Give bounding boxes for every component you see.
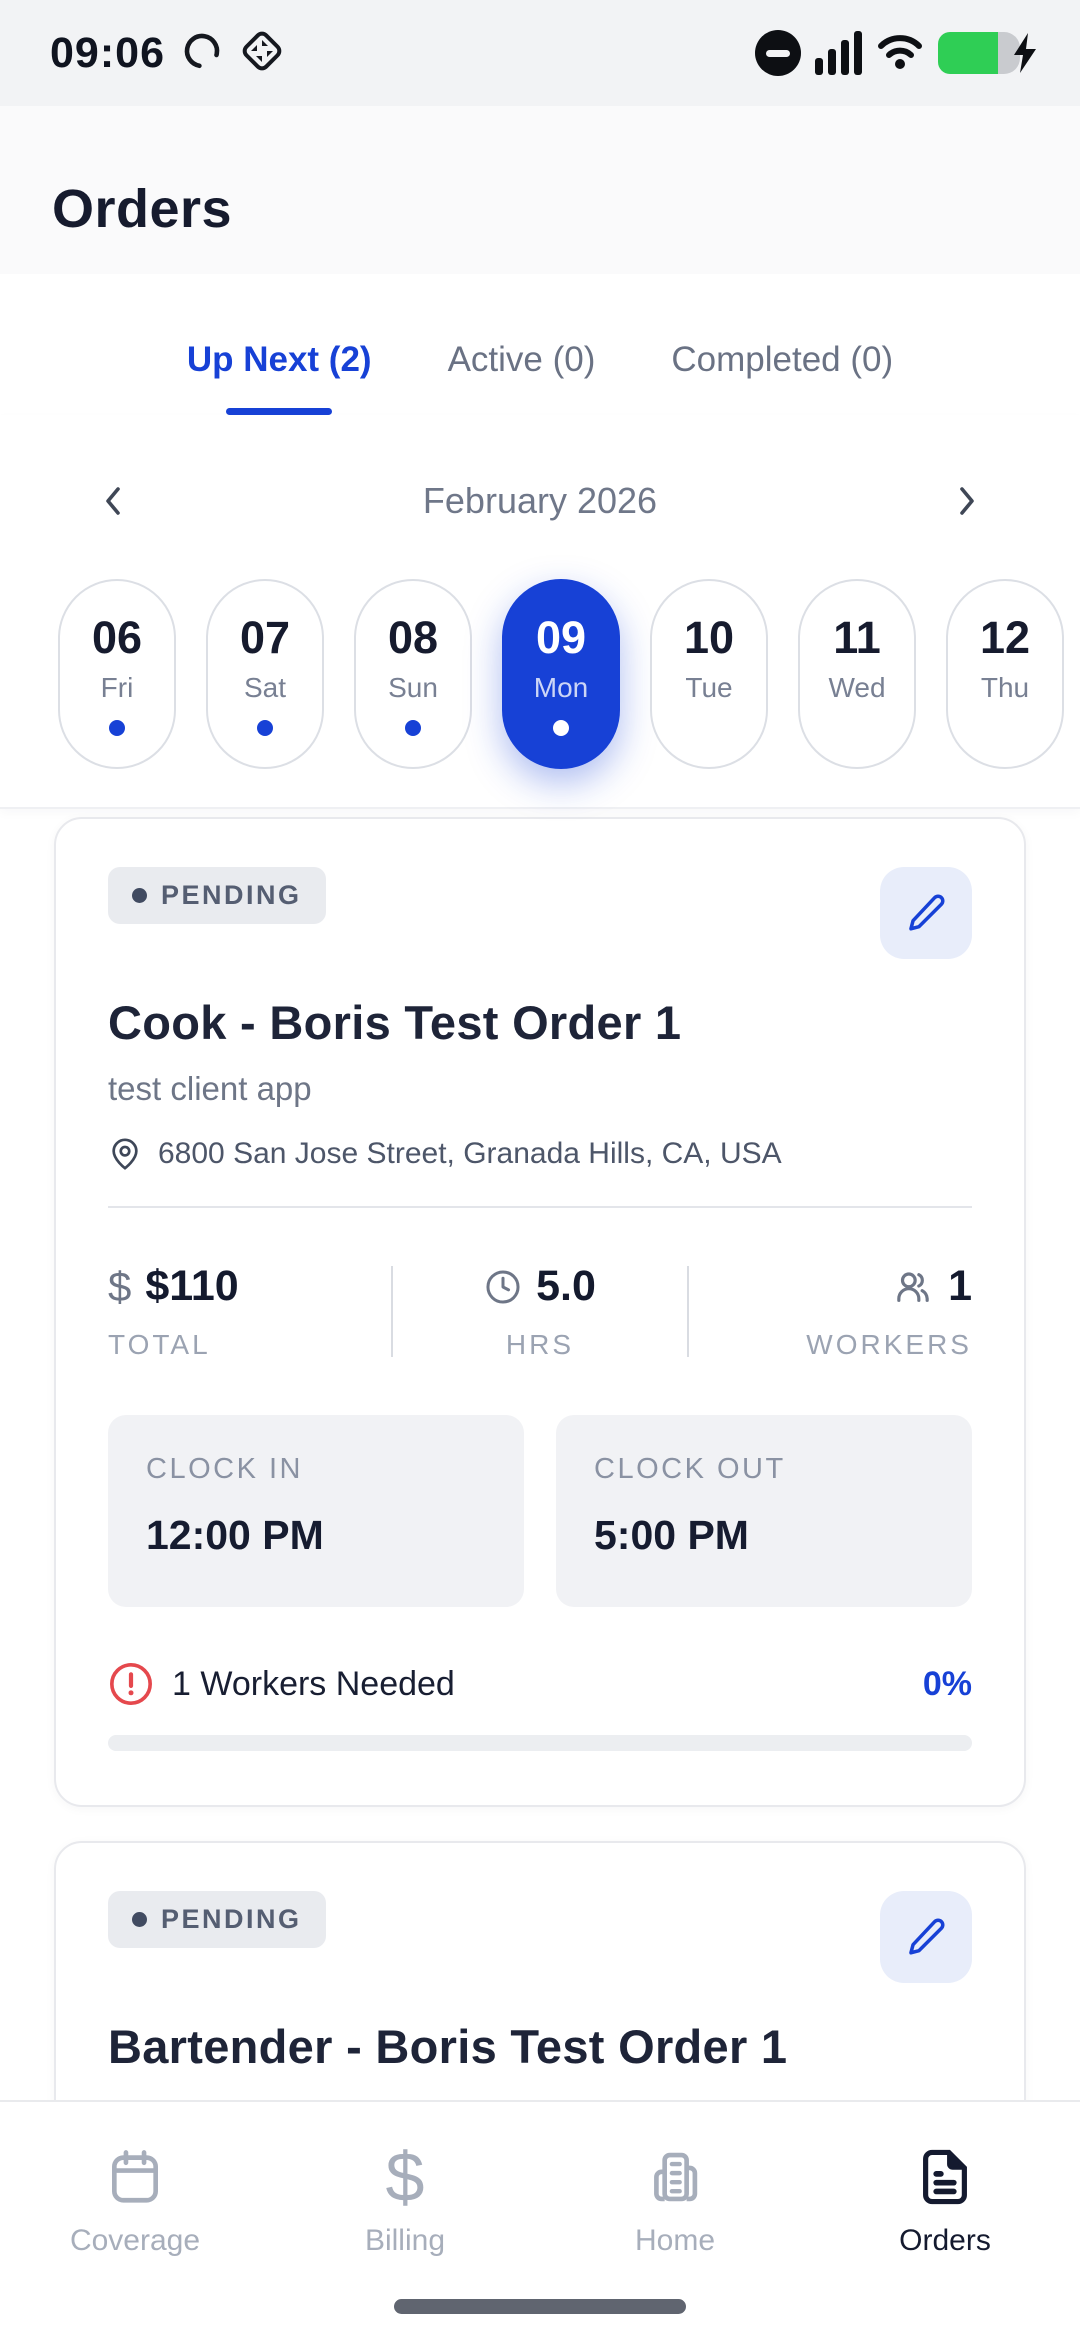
- status-dot-icon: [132, 888, 147, 903]
- building-icon: [654, 2152, 698, 2202]
- calendar-strip: February 2026 06 Fri 07 Sat 08 Sun: [0, 415, 1080, 809]
- tab-label: Active (0): [447, 340, 596, 379]
- next-month-button[interactable]: [938, 473, 994, 529]
- fill-percent: 0%: [922, 1664, 972, 1703]
- order-title: Bartender - Boris Test Order 1: [108, 2020, 788, 2073]
- day-pill-06[interactable]: 06 Fri: [58, 579, 176, 769]
- month-label: February 2026: [422, 480, 658, 521]
- order-address-row: 6800 San Jose Street, Granada Hills, CA,…: [108, 1136, 972, 1172]
- chevron-left-icon: [106, 487, 120, 515]
- order-address: 6800 San Jose Street, Granada Hills, CA,…: [158, 1137, 782, 1170]
- day-carousel: 06 Fri 07 Sat 08 Sun 09 Mon 10 Tue: [0, 579, 1080, 769]
- tab-label: Up Next (2): [186, 340, 372, 379]
- alert-circle-icon: [110, 1663, 152, 1705]
- divider: [108, 1206, 972, 1208]
- order-card-cook[interactable]: PENDING Cook - Boris Test Order 1 test c…: [54, 817, 1026, 1807]
- day-pill-11[interactable]: 11 Wed: [798, 579, 916, 769]
- nav-item-home[interactable]: Home: [540, 2146, 810, 2340]
- stat-total: $ $110 TOTAL: [108, 1262, 239, 1360]
- edit-order-button[interactable]: [880, 1891, 972, 1983]
- shift-dot: [553, 720, 569, 736]
- divider: [686, 1266, 689, 1357]
- order-title: Cook - Boris Test Order 1: [108, 996, 682, 1049]
- status-dot-icon: [132, 1912, 147, 1927]
- active-tab-underline: [226, 408, 333, 415]
- order-client: test client app: [108, 1070, 312, 1107]
- edit-order-button[interactable]: [880, 867, 972, 959]
- sync-spinner-icon: [181, 30, 223, 77]
- location-pin-icon: [112, 1138, 138, 1170]
- workers-needed-row: 1 Workers Needed 0%: [108, 1661, 972, 1707]
- workers-needed-text: 1 Workers Needed: [172, 1664, 455, 1703]
- prev-month-button[interactable]: [86, 473, 142, 529]
- day-pill-07[interactable]: 07 Sat: [206, 579, 324, 769]
- dollar-icon: $: [108, 1262, 132, 1310]
- home-indicator[interactable]: [394, 2299, 686, 2314]
- security-diamond-icon: [239, 28, 285, 79]
- divider: [391, 1266, 394, 1357]
- nav-item-billing[interactable]: $ Billing: [364, 2138, 446, 2257]
- pencil-icon: [909, 1918, 945, 1955]
- shift-dot: [405, 720, 421, 736]
- status-badge: PENDING: [108, 867, 326, 924]
- orders-document-icon: [923, 2149, 967, 2205]
- stat-workers: 1 WORKERS: [806, 1262, 972, 1360]
- fill-progress-bar: [108, 1735, 972, 1751]
- battery-charging-icon: [938, 32, 1036, 74]
- clock-out-box: CLOCK OUT 5:00 PM: [556, 1415, 972, 1607]
- shift-dot: [109, 720, 125, 736]
- dollar-icon: $: [385, 2138, 425, 2216]
- clock-in-box: CLOCK IN 12:00 PM: [108, 1415, 524, 1607]
- status-badge: PENDING: [108, 1891, 326, 1948]
- signal-strength-icon: [815, 31, 862, 75]
- pencil-icon: [909, 894, 945, 931]
- page-header: Orders: [0, 106, 1080, 274]
- day-pill-12[interactable]: 12 Thu: [946, 579, 1064, 769]
- calendar-icon: [112, 2150, 158, 2203]
- clock-times: CLOCK IN 12:00 PM CLOCK OUT 5:00 PM: [108, 1415, 972, 1607]
- tab-label: Completed (0): [671, 340, 894, 379]
- tab-up-next[interactable]: Up Next (2): [187, 340, 372, 415]
- status-bar-right: [755, 30, 1036, 77]
- order-stats: $ $110 TOTAL 5.0 HRS: [108, 1262, 972, 1361]
- day-pill-10[interactable]: 10 Tue: [650, 579, 768, 769]
- clock-time: 09:06: [50, 28, 165, 77]
- status-bar: 09:06: [0, 0, 1080, 106]
- nav-item-coverage[interactable]: Coverage: [0, 2146, 270, 2340]
- nav-item-orders[interactable]: Orders: [810, 2146, 1080, 2340]
- wifi-icon: [876, 30, 924, 77]
- shift-dot: [257, 720, 273, 736]
- day-pill-08[interactable]: 08 Sun: [354, 579, 472, 769]
- status-bar-left: 09:06: [50, 28, 285, 79]
- do-not-disturb-icon: [755, 30, 801, 76]
- day-pill-09-selected[interactable]: 09 Mon: [502, 579, 620, 769]
- tab-active[interactable]: Active (0): [448, 340, 596, 415]
- stat-hours: 5.0 HRS: [403, 1262, 676, 1361]
- order-list: PENDING Cook - Boris Test Order 1 test c…: [0, 809, 1080, 2261]
- tab-completed[interactable]: Completed (0): [671, 340, 893, 415]
- workers-icon: [897, 1271, 929, 1302]
- month-navigation: February 2026: [0, 473, 1080, 529]
- clock-icon: [486, 1269, 520, 1304]
- order-tabs: Up Next (2) Active (0) Completed (0): [0, 274, 1080, 415]
- page-title: Orders: [52, 179, 233, 239]
- chevron-right-icon: [960, 487, 974, 515]
